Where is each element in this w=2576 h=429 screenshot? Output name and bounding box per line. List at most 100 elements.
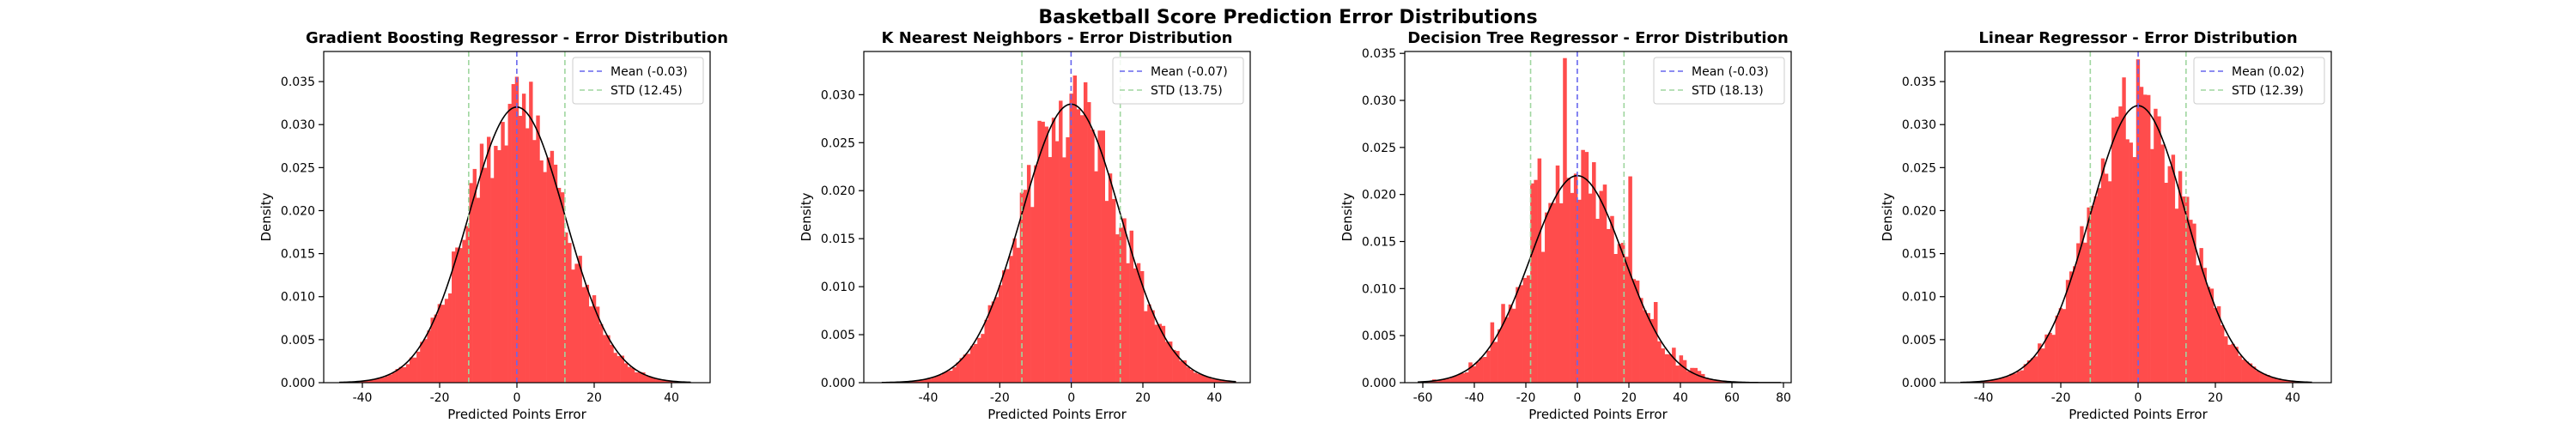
- histogram-bar: [606, 335, 611, 383]
- histogram-bar: [402, 367, 407, 383]
- histogram-bar: [571, 269, 575, 383]
- normal-curve: [1959, 105, 2312, 383]
- histogram-bar: [652, 378, 656, 383]
- histogram-bar: [539, 160, 544, 383]
- histogram-bar: [2227, 344, 2232, 383]
- histogram-bar: [2154, 108, 2158, 383]
- histogram-bar: [599, 323, 604, 383]
- histogram-bar: [1493, 341, 1498, 383]
- histogram-bar: [511, 84, 516, 383]
- histogram-bar: [1675, 366, 1680, 383]
- histogram-bar: [2058, 308, 2063, 383]
- x-tick-label: 20: [586, 391, 602, 405]
- histogram-bar: [543, 172, 547, 383]
- histogram-bar: [2038, 343, 2042, 383]
- y-tick-label: 0.020: [1362, 189, 1396, 202]
- histogram-bar: [1679, 355, 1684, 383]
- histogram-bar: [1446, 378, 1451, 383]
- histogram-bar: [2125, 139, 2129, 383]
- y-axis-label: Density: [1340, 192, 1355, 241]
- x-axis-label: Predicted Points Error: [447, 407, 586, 422]
- histogram-bar: [553, 164, 558, 383]
- histogram-bar: [479, 143, 484, 383]
- histogram-bar: [1079, 115, 1084, 383]
- y-tick-label: 0.015: [1362, 236, 1396, 250]
- histogram-bar: [913, 380, 918, 383]
- histogram-bar: [370, 379, 375, 383]
- x-tick-label: 20: [1135, 391, 1151, 405]
- histogram-bar: [1464, 372, 1469, 383]
- axes-frame: [1404, 51, 1792, 384]
- x-tick-label: 40: [2285, 391, 2300, 405]
- legend-label: STD (12.39): [2232, 84, 2304, 98]
- histogram-bar: [1211, 378, 1215, 383]
- y-tick-label: 0.020: [1902, 204, 1936, 218]
- histogram-bar: [1218, 380, 1223, 383]
- histogram-bar: [434, 314, 438, 383]
- histogram-bar: [1428, 381, 1433, 383]
- histogram-bar: [1461, 373, 1466, 383]
- histogram-bar: [927, 378, 932, 383]
- histogram-bar: [1136, 263, 1141, 383]
- histogram-bar: [1606, 228, 1611, 383]
- histogram-bar: [1436, 379, 1440, 383]
- histogram-bar: [2192, 223, 2196, 383]
- legend-box: [2193, 57, 2325, 105]
- histogram-bar: [476, 197, 481, 383]
- histogram-bar: [2150, 148, 2154, 383]
- histogram-bar: [465, 226, 470, 383]
- histogram-bar: [969, 346, 975, 383]
- normal-curve: [338, 106, 691, 383]
- histogram-bar: [2263, 373, 2267, 383]
- histogram-bar: [2248, 363, 2253, 383]
- histogram-bar: [1076, 109, 1081, 383]
- histogram-bar: [2280, 379, 2285, 383]
- histogram-bar: [385, 376, 389, 383]
- histogram-bar: [2209, 288, 2215, 383]
- y-tick-label: 0.020: [821, 184, 855, 198]
- histogram-bar: [1104, 201, 1109, 383]
- histogram-bar: [1581, 149, 1585, 383]
- histogram-bar: [1176, 351, 1180, 383]
- histogram-bar: [490, 178, 495, 383]
- histogram-bar: [462, 239, 466, 383]
- x-tick-label: -20: [2051, 391, 2071, 405]
- histogram-bar: [560, 192, 565, 383]
- histogram-bar: [1639, 298, 1643, 383]
- histogram-bar: [2178, 171, 2183, 383]
- histogram-bar: [665, 380, 671, 383]
- histogram-bar: [1991, 378, 1996, 383]
- histogram-bar: [2020, 370, 2025, 383]
- histogram-bar: [2104, 173, 2109, 383]
- histogram-bar: [1172, 349, 1176, 383]
- histogram-bar: [987, 305, 992, 383]
- histogram-bar: [1613, 254, 1618, 383]
- histogram-bar: [991, 301, 996, 383]
- x-tick-label: -40: [353, 391, 373, 405]
- histogram-bar: [514, 76, 519, 383]
- x-tick-label: 20: [2208, 391, 2223, 405]
- histogram-bar: [1002, 270, 1006, 383]
- histogram-bar: [2122, 77, 2126, 383]
- histogram-bar: [1161, 325, 1166, 383]
- histogram-bar: [1599, 190, 1604, 383]
- histogram-bar: [1516, 287, 1520, 383]
- histogram-bar: [504, 145, 508, 383]
- histogram-bar: [1059, 100, 1063, 383]
- histogram-bar: [395, 369, 399, 383]
- histogram-bar: [1472, 366, 1476, 383]
- histogram-bar: [638, 372, 642, 383]
- y-tick-label: 0.000: [1902, 377, 1936, 390]
- histogram-bar: [588, 306, 593, 383]
- x-tick-label: -40: [1465, 391, 1485, 405]
- histogram-bar: [486, 136, 491, 383]
- histogram-bar: [367, 380, 372, 383]
- histogram-bar: [1454, 375, 1458, 383]
- histogram-bar: [2051, 335, 2056, 383]
- histogram-bar: [1540, 251, 1546, 383]
- histogram-bar: [1988, 379, 1993, 383]
- histogram-bar: [2164, 183, 2168, 383]
- histogram-bar: [659, 379, 664, 383]
- histogram-bar: [1672, 347, 1676, 383]
- histogram-bar: [388, 374, 392, 383]
